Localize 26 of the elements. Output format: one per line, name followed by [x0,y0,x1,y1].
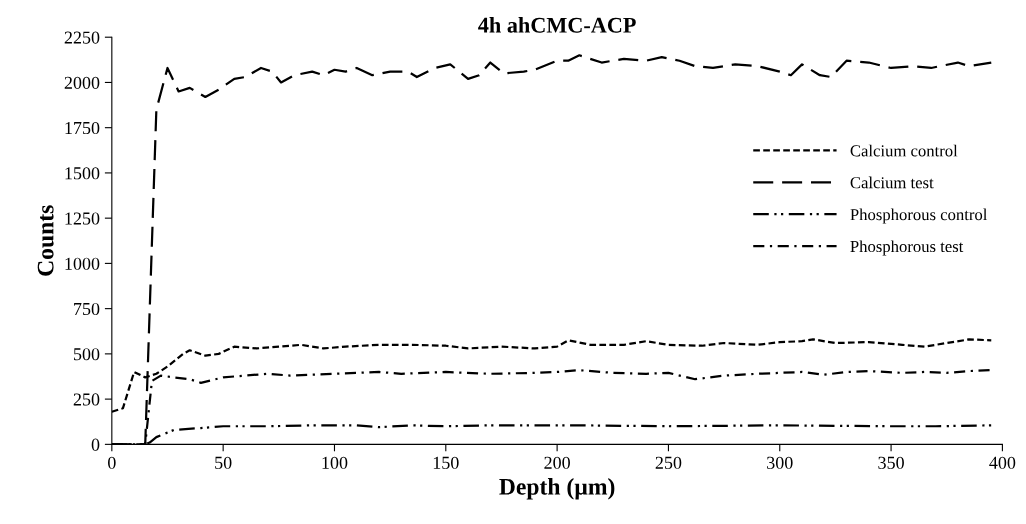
chart-title: 4h ahCMC-ACP [478,17,636,33]
y-tick-label: 250 [73,393,100,406]
x-tick-label: 50 [215,456,232,469]
y-axis-title: Counts [37,205,54,276]
x-tick-label: 150 [433,456,459,469]
y-tick-label: 2250 [64,31,100,44]
y-tick-label: 0 [91,438,100,451]
legend-label: Phosphorous test [850,240,964,256]
y-tick-label: 1000 [65,257,100,270]
y-tick-label: 1750 [65,121,100,135]
x-tick-label: 250 [655,456,682,469]
legend-label: Calcium test [850,176,934,189]
y-tick-label: 2000 [64,76,100,89]
x-axis-title: Depth (µm) [499,478,615,500]
y-tick-label: 750 [74,302,100,316]
y-tick-label: 1500 [65,167,100,180]
x-tick-label: 200 [544,456,570,469]
legend-label: Phosphorous control [850,208,988,224]
y-tick-label: 1250 [65,212,100,225]
x-tick-label: 350 [878,456,904,469]
x-tick-label: 0 [108,456,116,469]
x-tick-label: 100 [322,456,348,469]
legend-label: Calcium control [850,144,958,157]
x-tick-label: 300 [767,456,793,469]
y-tick-label: 500 [73,348,100,361]
x-tick-label: 400 [989,456,1016,469]
